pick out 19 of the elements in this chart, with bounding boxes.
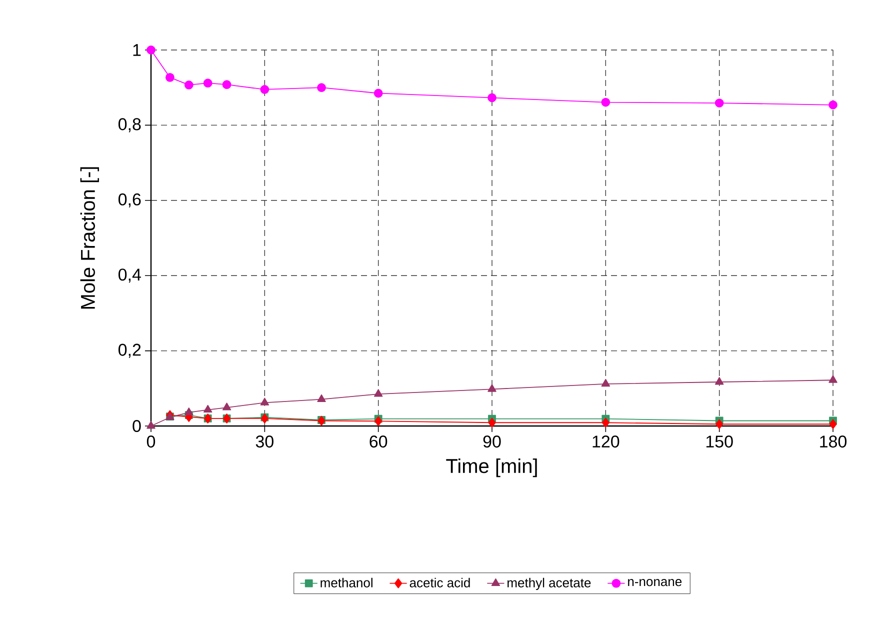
legend-label: methanol: [320, 578, 372, 588]
legend-label: acetic acid: [410, 578, 470, 588]
x-tick-label: 120: [592, 436, 620, 448]
x-tick-label: 30: [256, 436, 274, 448]
y-tick-label: 0,6: [118, 193, 141, 208]
x-tick-label: 60: [370, 436, 388, 448]
x-tick-label: 150: [706, 436, 733, 448]
x-tick-label: 90: [483, 436, 501, 448]
y-tick-label: 1: [133, 44, 141, 56]
legend-label: n-nonane: [628, 579, 682, 586]
y-tick-label: 0: [132, 420, 141, 432]
x-axis-title: Time [min]: [446, 458, 537, 478]
x-tick-label: 180: [820, 436, 847, 448]
y-axis-title: Mole Fraction [-]: [80, 167, 99, 309]
y-tick-label: 0,4: [118, 268, 141, 283]
y-tick-label: 0,2: [118, 344, 141, 358]
x-tick-label: 0: [146, 436, 156, 448]
legend-label: methyl acetate: [508, 578, 591, 590]
y-tick-label: 0,8: [118, 118, 141, 132]
